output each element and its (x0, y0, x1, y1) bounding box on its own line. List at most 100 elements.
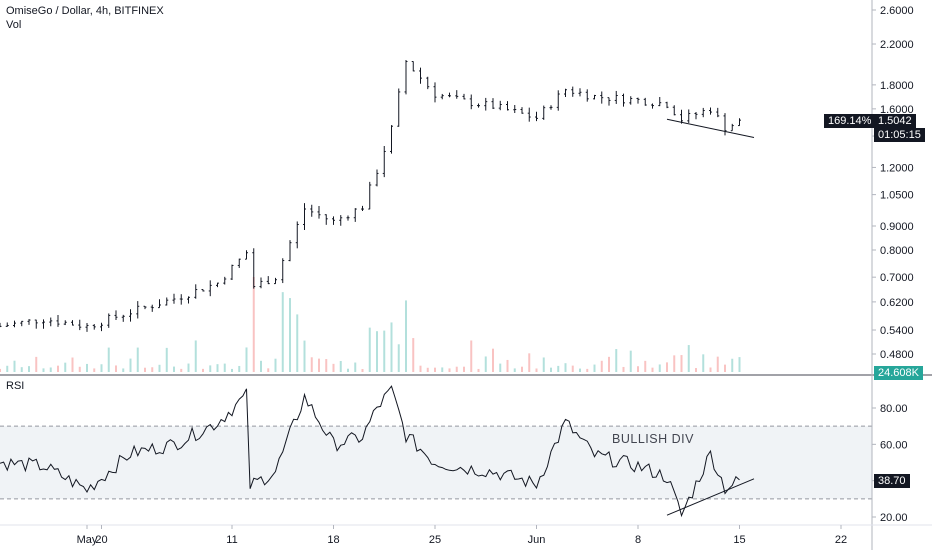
volume-bar (419, 365, 422, 372)
volume-bar (405, 300, 407, 372)
time-tick-label: May (77, 534, 98, 546)
volume-bar (245, 347, 248, 372)
volume-bar (325, 359, 328, 372)
volume-bar (289, 298, 291, 372)
price-trendline[interactable] (666, 118, 755, 138)
price-tick-label: 1.2000 (880, 162, 914, 174)
volume-bar (731, 358, 734, 372)
volume-bar (702, 354, 705, 372)
price-tick-label: 1.8000 (880, 80, 914, 92)
price-tick-label: 0.6200 (880, 297, 914, 309)
price-tick-label: 0.5400 (880, 325, 914, 337)
volume-bar (339, 360, 342, 372)
volume-bar (28, 366, 30, 372)
volume-bar (521, 366, 523, 372)
rsi-legend[interactable]: RSI (6, 380, 25, 392)
rsi-tick-label: 20.00 (880, 512, 908, 524)
rsi-line (0, 385, 740, 518)
last-price-badge: 1.5042 (874, 114, 916, 128)
volume-bar (49, 367, 52, 372)
volume-bar (615, 349, 618, 372)
rsi-tick-label: 80.00 (880, 403, 908, 415)
volume-bar (202, 368, 204, 372)
volume-bar (622, 366, 625, 372)
volume-bar (492, 348, 494, 372)
volume-bar (397, 344, 400, 372)
percent-change-badge: 169.14% (824, 114, 876, 128)
price-candles (0, 59, 741, 332)
volume-bar (658, 364, 661, 372)
price-tick-label: 0.4800 (880, 349, 914, 361)
time-axis[interactable]: 20May111825Jun81522Jul (77, 525, 932, 546)
volume-bar (0, 368, 1, 372)
volume-bar (434, 367, 436, 372)
volume-bar (542, 357, 545, 372)
time-tick-label: 8 (635, 534, 641, 546)
volume-bar (361, 368, 364, 372)
time-tick-label: 18 (327, 534, 339, 546)
volume-bar (528, 353, 531, 372)
volume-bar (571, 365, 574, 372)
volume-bar (470, 340, 473, 372)
rsi-tick-label: 60.00 (880, 439, 908, 451)
volume-bar (383, 330, 386, 372)
time-tick-label: Jun (528, 534, 546, 546)
volume-bar (151, 367, 154, 372)
volume-bar (296, 314, 299, 372)
volume-bar (550, 367, 552, 372)
price-tick-label: 1.0500 (880, 190, 914, 202)
volume-bar (107, 347, 110, 372)
volume-bar (158, 364, 161, 372)
volume-bar (35, 356, 38, 372)
countdown-badge: 01:05:15 (874, 128, 925, 142)
volume-bar (637, 366, 639, 372)
volume-bar (368, 327, 371, 372)
rsi-trendline[interactable] (666, 478, 755, 516)
volume-bar (252, 277, 255, 372)
volume-bar (673, 355, 676, 372)
volume-legend[interactable]: Vol (6, 19, 22, 31)
rsi-band (0, 426, 872, 499)
volume-bar (267, 368, 270, 372)
volume-bar (716, 356, 719, 372)
volume-bar (180, 368, 183, 372)
volume-bar (666, 362, 668, 372)
volume-bar (129, 358, 132, 372)
volume-bar (390, 322, 393, 372)
volume-bar (216, 364, 219, 372)
volume-bar (187, 363, 190, 372)
volume-bar (86, 363, 88, 372)
volume-bar (78, 366, 81, 372)
volume-bar (513, 368, 516, 372)
price-tick-label: 1.6000 (880, 104, 914, 116)
time-tick-label: 20 (95, 534, 107, 546)
time-tick-label: 22 (835, 534, 847, 546)
volume-bar (463, 366, 465, 372)
time-tick-label: 11 (226, 534, 237, 546)
price-tick-label: 0.7000 (880, 272, 914, 284)
volume-bar (71, 357, 74, 372)
volume-bar (426, 367, 429, 372)
volume-bar (455, 366, 458, 372)
volume-bar (499, 363, 502, 372)
volume-bars (0, 277, 741, 372)
bullish-div-annotation: BULLISH DIV (612, 432, 694, 446)
volume-bar (644, 360, 647, 372)
volume-bar (629, 350, 632, 372)
volume-bar (586, 368, 589, 372)
volume-bar (564, 363, 567, 372)
volume-bar (231, 368, 233, 372)
volume-bar (6, 365, 9, 372)
volume-bar (100, 364, 103, 372)
volume-bar (441, 367, 444, 372)
volume-bar (310, 357, 313, 372)
volume-bar (13, 360, 16, 372)
volume-bar (448, 368, 451, 372)
symbol-legend[interactable]: OmiseGo / Dollar, 4h, BITFINEX (6, 5, 164, 17)
price-axis[interactable]: 2.60002.20001.80001.60001.40001.20001.05… (872, 5, 914, 361)
price-tick-label: 0.8000 (880, 245, 914, 257)
volume-bar (194, 340, 197, 372)
